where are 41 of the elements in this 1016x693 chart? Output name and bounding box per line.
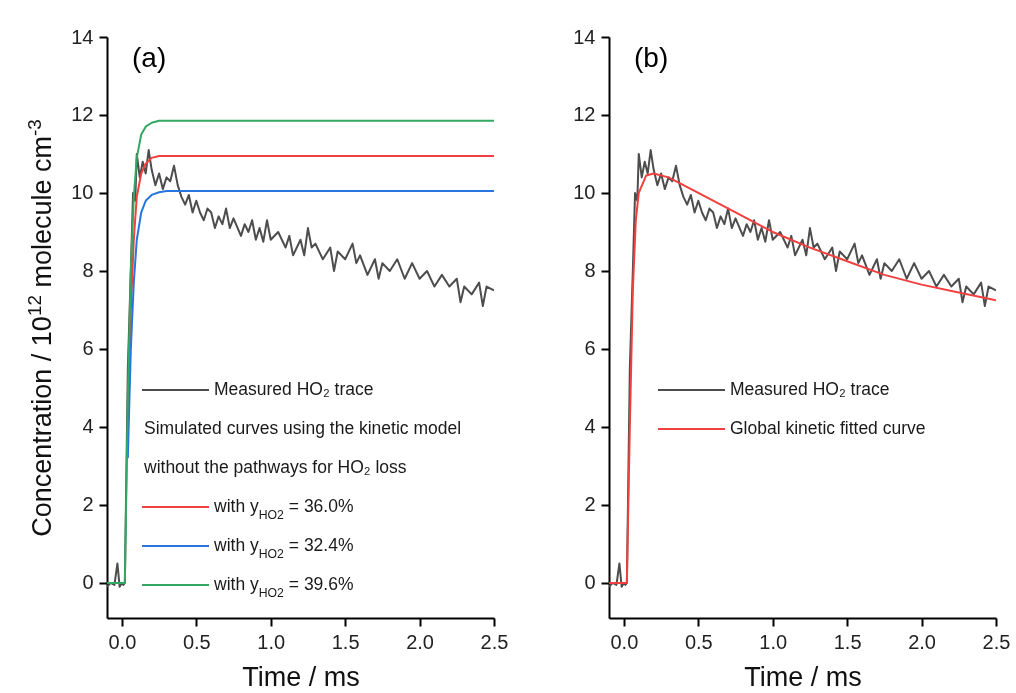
- x-tick-label: 2.0: [406, 630, 434, 653]
- y-tick-label: 4: [82, 415, 94, 438]
- y-tick-label: 10: [573, 181, 596, 204]
- y-tick-label: 2: [584, 493, 596, 516]
- y-tick-label: 0: [584, 571, 596, 594]
- x-tick-label: 2.5: [982, 630, 1011, 653]
- x-tick-label: 1.5: [833, 630, 862, 653]
- y-tick-label: 2: [82, 493, 94, 516]
- y-tick-label: 6: [584, 337, 596, 360]
- x-tick-label: 2.5: [480, 630, 509, 653]
- y-tick-label: 12: [71, 103, 94, 126]
- legend-label: with y$_{HO2}$ = 39.6%: [213, 574, 354, 600]
- y-tick-label: 8: [82, 259, 94, 282]
- annotation: Simulated curves using the kinetic model: [144, 418, 462, 438]
- x-tick-label: 1.5: [331, 630, 360, 653]
- x-axis-title: Time / ms: [744, 661, 862, 692]
- y-tick-label: 12: [573, 103, 596, 126]
- y-tick-label: 6: [82, 337, 94, 360]
- x-axis-title: Time / ms: [242, 661, 360, 692]
- x-tick-label: 0.5: [684, 630, 713, 653]
- line-series: [126, 190, 494, 460]
- y-tick-label: 10: [71, 181, 94, 204]
- y-tick-label: 0: [82, 571, 94, 594]
- x-tick-label: 1.0: [257, 630, 286, 653]
- x-tick-label: 0.5: [182, 630, 211, 653]
- y-tick-label: 14: [573, 25, 596, 48]
- annotation: without the pathways for HO₂ loss: [143, 457, 407, 477]
- legend-label: Measured HO₂ trace: [730, 379, 890, 399]
- legend-label: Measured HO₂ trace: [214, 379, 374, 399]
- x-tick-label: 0.0: [610, 630, 639, 653]
- y-tick-label: 14: [71, 25, 94, 48]
- legend-label: with y$_{HO2}$ = 32.4%: [213, 535, 354, 561]
- legend-label: Global kinetic fitted curve: [730, 418, 926, 438]
- legend-label: with y$_{HO2}$ = 36.0%: [213, 496, 354, 522]
- x-tick-label: 0.0: [108, 630, 137, 653]
- y-tick-label: 8: [584, 259, 596, 282]
- y-tick-label: 4: [584, 415, 596, 438]
- x-tick-label: 2.0: [908, 630, 936, 653]
- chart-title: (a): [132, 42, 167, 73]
- chart-title: (b): [634, 42, 669, 73]
- x-tick-label: 1.0: [759, 630, 788, 653]
